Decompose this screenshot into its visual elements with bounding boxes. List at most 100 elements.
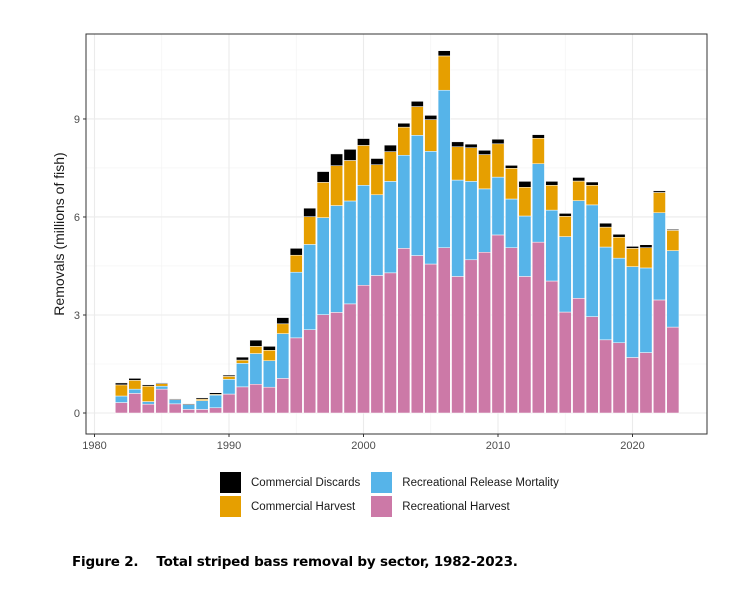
bar-recreational-harvest-1991	[236, 386, 249, 414]
bar-recreational-harvest-2017	[585, 316, 599, 414]
bar-commercial-harvest-1992	[249, 346, 263, 354]
bar-commercial-harvest-2002	[384, 151, 397, 182]
bar-recreational-harvest-2000	[357, 285, 370, 414]
bar-recreational-harvest-1987	[182, 409, 196, 414]
y-tick-label: 3	[74, 310, 80, 322]
x-tick-label: 1980	[82, 440, 106, 452]
bar-commercial-harvest-2019	[612, 236, 626, 259]
bar-stack-2021	[639, 244, 653, 414]
bars	[115, 50, 680, 414]
bar-stack-2007	[451, 141, 464, 414]
bar-recreational-harvest-1982	[115, 402, 128, 414]
bar-recreational-harvest-2009	[478, 252, 491, 414]
bar-stack-1988	[195, 397, 209, 414]
bar-commercial-discards-1991	[236, 356, 249, 361]
bar-recreational-release-mortality-2019	[612, 257, 626, 344]
bar-stack-2015	[558, 213, 572, 414]
bar-recreational-release-mortality-2020	[626, 266, 639, 358]
bar-recreational-harvest-2003	[397, 248, 411, 414]
bar-commercial-discards-2013	[532, 134, 545, 139]
bar-recreational-harvest-1998	[330, 312, 343, 414]
bar-recreational-harvest-2023	[666, 326, 680, 414]
bar-commercial-harvest-1996	[303, 216, 317, 245]
bar-commercial-discards-2018	[599, 222, 612, 228]
bar-commercial-discards-2006	[437, 50, 451, 57]
bar-recreational-release-mortality-1998	[330, 205, 343, 313]
bar-recreational-release-mortality-2007	[451, 179, 464, 277]
bar-commercial-discards-2023	[666, 229, 680, 231]
bar-stack-2012	[518, 181, 532, 414]
bar-recreational-release-mortality-1994	[276, 333, 290, 379]
bar-stack-1990	[222, 374, 236, 414]
bar-recreational-harvest-2005	[424, 263, 438, 414]
legend-label: Recreational Release Mortality	[402, 476, 559, 489]
bar-recreational-harvest-1986	[168, 403, 182, 414]
bar-recreational-harvest-1985	[155, 388, 169, 414]
bar-recreational-harvest-2015	[558, 311, 572, 414]
bar-commercial-harvest-1997	[316, 182, 330, 218]
bar-stack-2023	[666, 229, 680, 414]
bar-recreational-harvest-1997	[316, 314, 330, 414]
bar-stack-1983	[128, 378, 142, 414]
bar-recreational-release-mortality-2018	[599, 246, 612, 341]
bar-recreational-harvest-2021	[639, 352, 653, 414]
bar-commercial-discards-1996	[303, 207, 317, 217]
bar-recreational-harvest-1994	[276, 378, 290, 414]
legend-label: Commercial Harvest	[251, 500, 356, 513]
bar-commercial-discards-2021	[639, 244, 653, 248]
legend-label: Recreational Harvest	[402, 500, 510, 513]
x-tick-label: 2000	[351, 440, 375, 452]
bar-commercial-discards-1994	[276, 317, 290, 325]
bar-recreational-release-mortality-1986	[168, 399, 182, 405]
bar-commercial-harvest-2013	[532, 138, 545, 164]
bar-recreational-release-mortality-2022	[653, 212, 666, 301]
y-axis: 0 3 6 9	[74, 114, 86, 420]
bar-stack-2005	[424, 115, 438, 414]
y-tick-label: 9	[74, 114, 80, 126]
bar-commercial-harvest-1993	[263, 350, 276, 361]
bar-commercial-discards-1993	[263, 346, 276, 351]
x-tick-label: 2020	[620, 440, 644, 452]
bar-commercial-harvest-1999	[343, 160, 357, 202]
bar-commercial-harvest-1991	[236, 359, 249, 364]
bar-commercial-discards-2011	[505, 165, 518, 169]
bar-recreational-harvest-2004	[410, 255, 424, 414]
bar-stack-2006	[437, 50, 451, 414]
bar-commercial-harvest-2021	[639, 247, 653, 269]
bar-commercial-discards-2014	[545, 181, 559, 186]
bar-stack-2013	[532, 134, 545, 414]
bar-stack-2001	[370, 158, 384, 414]
bar-stack-1985	[155, 382, 169, 414]
bar-stack-2003	[397, 122, 411, 414]
bar-commercial-discards-1983	[128, 378, 142, 381]
bar-recreational-harvest-2002	[384, 272, 397, 414]
bar-stack-2000	[357, 138, 370, 414]
bar-recreational-release-mortality-2001	[370, 194, 384, 276]
bar-commercial-discards-2019	[612, 234, 626, 238]
bar-recreational-harvest-1988	[195, 409, 209, 414]
bar-recreational-release-mortality-2013	[532, 163, 545, 243]
bar-recreational-release-mortality-1999	[343, 200, 357, 305]
bar-commercial-discards-1998	[330, 153, 343, 166]
bar-commercial-harvest-2020	[626, 248, 639, 267]
bar-commercial-harvest-2008	[464, 147, 478, 182]
bar-recreational-release-mortality-1984	[141, 401, 155, 405]
bar-recreational-release-mortality-2006	[437, 89, 451, 248]
bar-commercial-discards-1988	[195, 397, 209, 400]
bar-commercial-harvest-2005	[424, 119, 438, 152]
bar-commercial-discards-2020	[626, 246, 639, 249]
bar-stack-2008	[464, 143, 478, 414]
bar-recreational-harvest-2018	[599, 339, 612, 414]
bar-commercial-discards-2004	[410, 101, 424, 107]
bar-commercial-harvest-2007	[451, 146, 464, 181]
bar-recreational-release-mortality-2004	[410, 135, 424, 256]
bar-recreational-release-mortality-2017	[585, 204, 599, 317]
legend-swatch	[370, 471, 394, 494]
bar-recreational-harvest-1989	[209, 407, 222, 414]
bar-stack-2019	[612, 234, 626, 414]
bar-commercial-harvest-2022	[653, 192, 666, 213]
bar-commercial-discards-2005	[424, 115, 438, 120]
bar-stack-1997	[316, 171, 330, 414]
bar-recreational-release-mortality-2012	[518, 215, 532, 277]
bar-stack-1999	[343, 149, 357, 414]
